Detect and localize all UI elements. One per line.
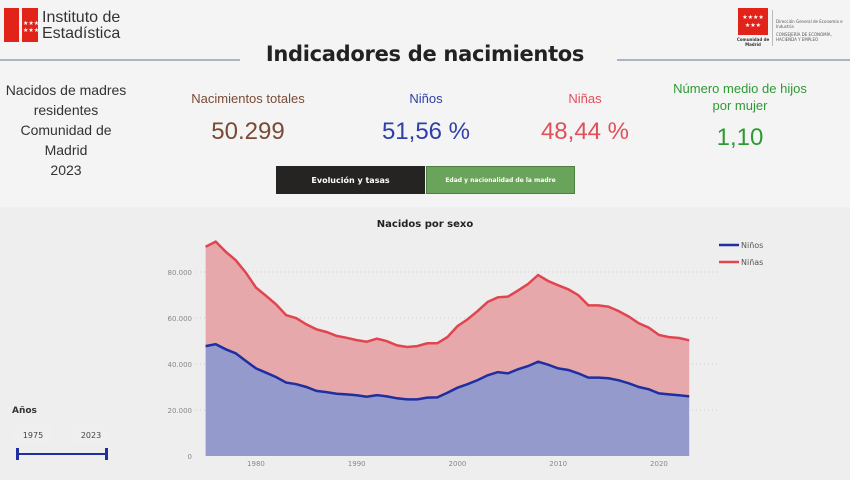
x-tick-label: 1990 <box>348 460 366 468</box>
y-tick-label: 0 <box>188 453 192 461</box>
header-panel <box>0 0 850 207</box>
y-tick-label: 60.000 <box>168 315 193 323</box>
slicer-to-input[interactable]: 2023 <box>72 425 110 445</box>
x-tick-label: 2020 <box>650 460 668 468</box>
logo-divider <box>772 10 773 46</box>
slicer-track[interactable] <box>17 453 107 455</box>
direccion-general-text: Dirección General de Economía e Industri… <box>776 19 843 29</box>
ninos-label: Niños <box>409 91 443 106</box>
total-value: 50.299 <box>211 118 285 145</box>
legend-label: Niñas <box>741 258 763 267</box>
x-tick-label: 2000 <box>449 460 467 468</box>
ninos-line <box>205 342 690 401</box>
x-tick-label: 2010 <box>549 460 567 468</box>
ninas-label: Niñas <box>568 91 602 106</box>
context-label: Nacidos de madres residentes Comunidad d… <box>5 82 127 178</box>
title-rule-right <box>617 59 850 61</box>
hijos-value: 1,10 <box>716 124 764 151</box>
ninas-line <box>205 240 690 349</box>
comunidad-madrid-name: Comunidad de Madrid <box>736 37 770 47</box>
x-tick-label: 1980 <box>247 460 265 468</box>
comunidad-madrid-logo: ★★★★ ★★★ <box>738 8 768 35</box>
tab-evolucion-tasas[interactable]: Evolución y tasas <box>276 166 425 194</box>
hijos-label: Número medio de hijos por mujer <box>673 81 807 113</box>
tab-edad-nacionalidad[interactable]: Edad y nacionalidad de la madre <box>426 166 575 194</box>
instituto-estadistica-logo: ★★★ ★★★ <box>4 8 40 42</box>
consejeria-text: CONSEJERÍA DE ECONOMÍA, HACIENDA Y EMPLE… <box>776 32 832 42</box>
instituto-estadistica-text: Instituto de Estadística <box>42 9 121 42</box>
y-tick-label: 20.000 <box>168 407 193 415</box>
slicer-from-input[interactable]: 1975 <box>14 425 52 445</box>
slicer-handle-end[interactable] <box>105 448 108 460</box>
total-label: Nacimientos totales <box>191 91 305 106</box>
slicer-title: Años <box>12 406 37 416</box>
page-title: Indicadores de nacimientos <box>265 42 585 66</box>
slicer-handle-start[interactable] <box>16 448 19 460</box>
ninos-area <box>205 344 690 456</box>
y-tick-label: 80.000 <box>168 269 193 277</box>
ninas-value: 48,44 % <box>540 118 630 145</box>
legend-label: Niños <box>741 241 763 250</box>
chart-title: Nacidos por sexo <box>376 219 474 230</box>
ninos-value: 51,56 % <box>381 118 471 145</box>
ninas-area <box>205 241 690 400</box>
stars-icon: ★★★ ★★★ <box>23 20 40 34</box>
y-tick-label: 40.000 <box>168 361 193 369</box>
title-rule-left <box>0 59 240 61</box>
